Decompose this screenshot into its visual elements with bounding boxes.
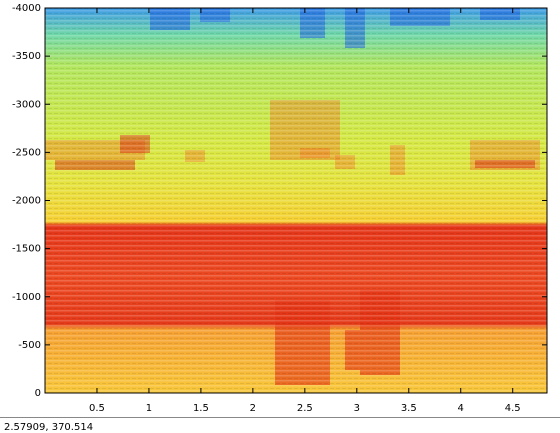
y-tick-label: -2500 bbox=[12, 147, 41, 158]
spectrogram bbox=[45, 8, 547, 393]
x-tick-label: 2.5 bbox=[297, 403, 313, 414]
x-tick-label: 1 bbox=[146, 403, 152, 414]
x-tick-label: 0.5 bbox=[89, 403, 105, 414]
y-tick-label: -3000 bbox=[12, 99, 41, 110]
y-tick-label: -3500 bbox=[12, 51, 41, 62]
y-tick-label: -4000 bbox=[12, 3, 41, 14]
y-tick-label: -2000 bbox=[12, 196, 41, 207]
status-text: 2.57909, 370.514 bbox=[4, 422, 93, 433]
x-tick-label: 4 bbox=[458, 403, 464, 414]
x-tick-label: 3 bbox=[354, 403, 360, 414]
x-tick-label: 1.5 bbox=[193, 403, 209, 414]
x-tick-label: 4.5 bbox=[505, 403, 521, 414]
spectrogram-texture bbox=[45, 8, 547, 393]
y-tick-label: -500 bbox=[18, 340, 41, 351]
y-tick-label: -1500 bbox=[12, 244, 41, 255]
x-tick-label: 3.5 bbox=[401, 403, 417, 414]
y-tick-label: 0 bbox=[35, 388, 41, 399]
x-tick-label: 2 bbox=[250, 403, 256, 414]
y-tick-label: -1000 bbox=[12, 292, 41, 303]
